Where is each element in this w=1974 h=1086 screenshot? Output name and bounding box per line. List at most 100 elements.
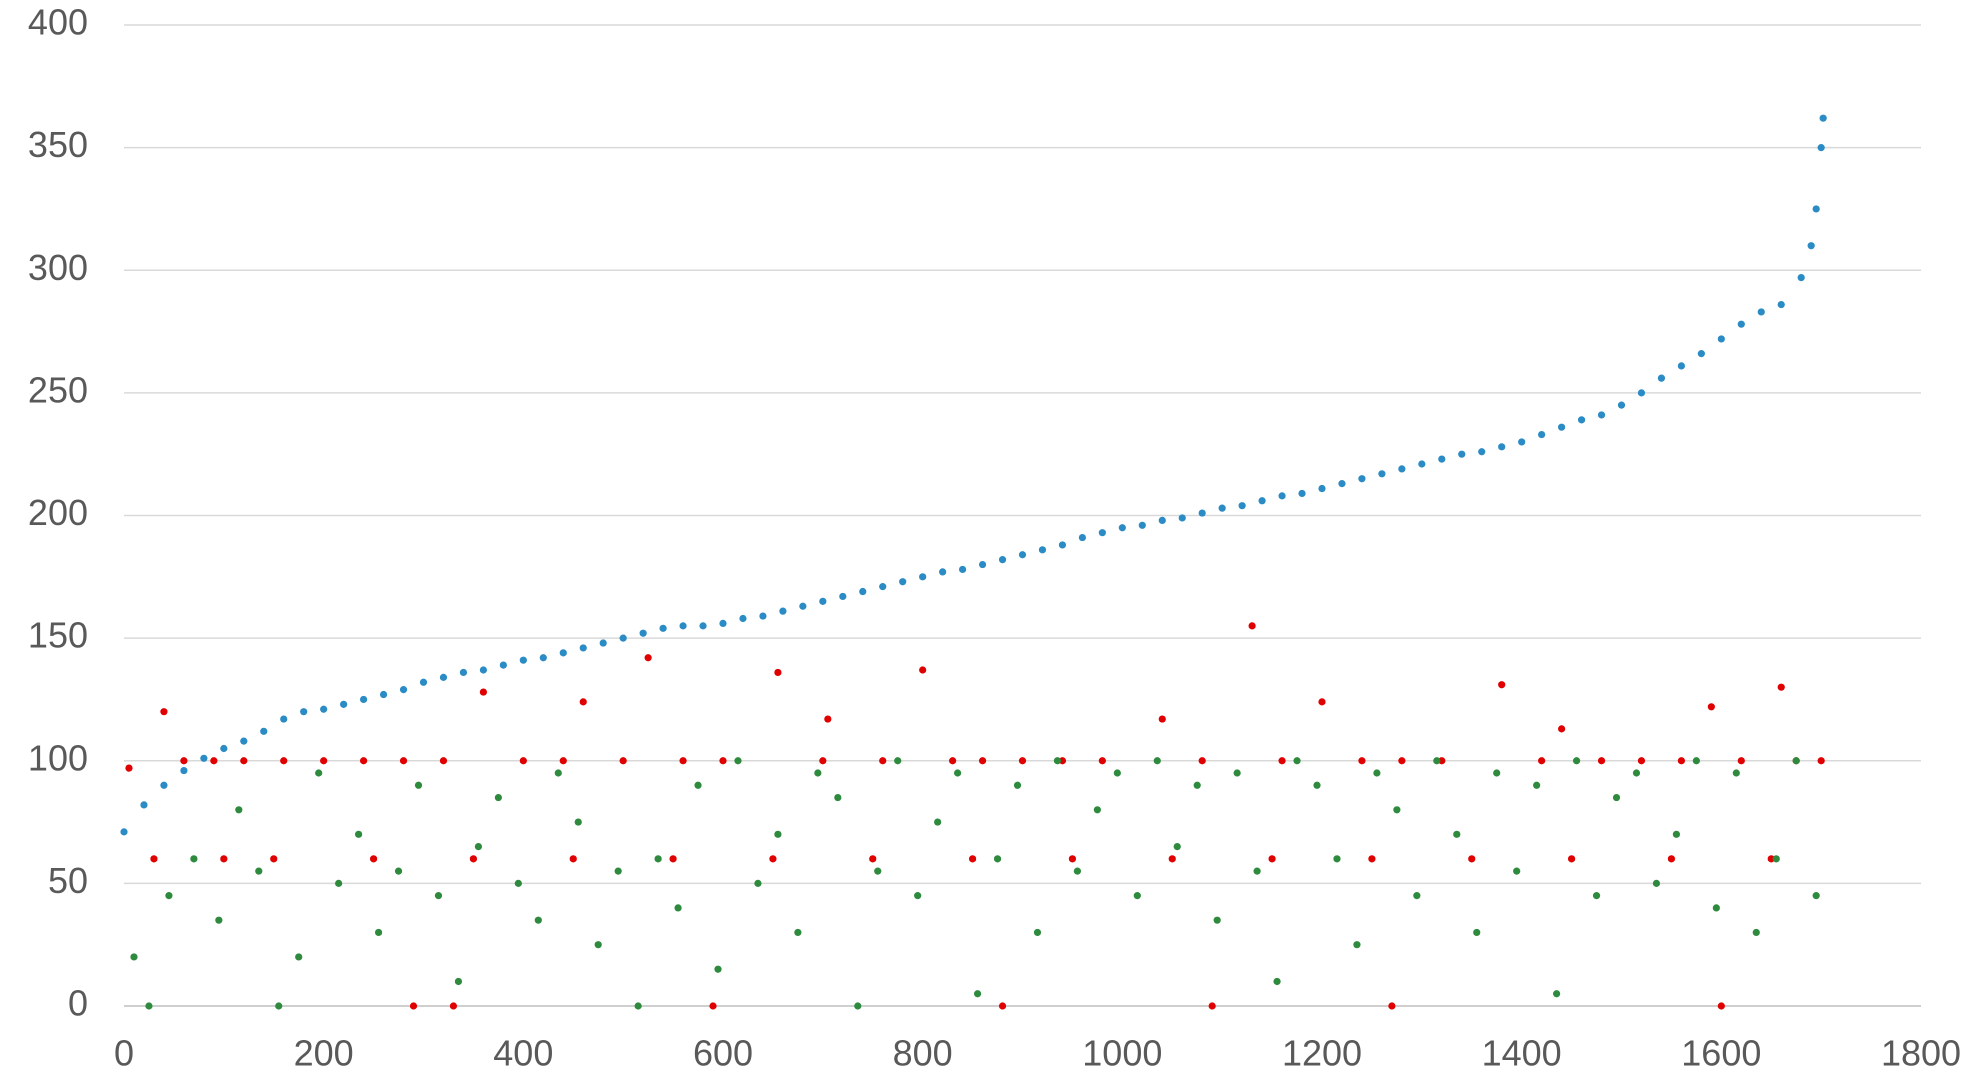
point	[1777, 300, 1785, 309]
point	[1792, 757, 1800, 765]
point	[180, 757, 188, 765]
point	[539, 654, 547, 662]
point	[215, 916, 223, 924]
y-tick-label: 200	[28, 492, 88, 533]
point	[1797, 274, 1805, 282]
point	[754, 879, 762, 887]
point	[834, 793, 842, 802]
y-tick-label: 50	[48, 860, 88, 901]
point	[374, 928, 383, 937]
point	[320, 757, 328, 765]
point	[1318, 484, 1326, 493]
y-tick-label: 350	[28, 124, 88, 165]
point	[1433, 757, 1441, 765]
point	[1053, 757, 1062, 765]
point	[854, 1002, 862, 1010]
point	[769, 855, 777, 863]
point	[1473, 928, 1481, 937]
point	[1338, 480, 1346, 488]
point	[679, 622, 687, 630]
point	[399, 686, 408, 694]
point	[1013, 781, 1022, 789]
point	[674, 904, 682, 912]
point	[968, 855, 977, 863]
point	[1518, 438, 1526, 446]
point	[879, 583, 887, 591]
point	[719, 619, 727, 628]
point	[734, 757, 742, 765]
point	[1707, 703, 1715, 711]
point	[1198, 757, 1206, 765]
point	[579, 698, 587, 706]
point	[449, 1002, 458, 1010]
point	[1093, 806, 1101, 814]
point	[978, 757, 987, 765]
point	[180, 766, 188, 775]
point	[1667, 855, 1676, 863]
point	[899, 578, 907, 586]
point	[1033, 928, 1042, 937]
point	[599, 639, 607, 647]
point	[1388, 1002, 1396, 1010]
point	[140, 801, 148, 809]
point	[1168, 855, 1176, 863]
point	[1248, 622, 1256, 630]
point	[1737, 757, 1745, 765]
point	[1393, 806, 1401, 814]
point	[1058, 541, 1067, 549]
point	[439, 757, 448, 765]
point	[954, 769, 962, 777]
point	[434, 892, 443, 900]
point	[1772, 855, 1780, 863]
point	[1133, 892, 1141, 900]
point	[200, 754, 208, 762]
point	[1333, 855, 1341, 863]
point	[1577, 416, 1586, 424]
point	[714, 965, 722, 973]
point	[719, 757, 727, 765]
point	[340, 700, 348, 708]
point	[1657, 374, 1666, 382]
point	[993, 855, 1002, 863]
point	[439, 673, 448, 681]
point	[459, 668, 468, 677]
point	[355, 830, 363, 838]
point	[474, 842, 483, 851]
point	[919, 666, 927, 674]
point	[774, 668, 782, 677]
point	[1378, 470, 1386, 478]
point	[1418, 460, 1426, 468]
point	[260, 727, 268, 735]
point	[1118, 524, 1126, 532]
point	[1567, 855, 1576, 863]
point	[634, 1002, 642, 1010]
point	[1373, 769, 1381, 777]
y-tick-label: 100	[28, 737, 88, 778]
point	[1553, 990, 1561, 998]
point	[399, 757, 408, 765]
point	[1757, 308, 1765, 316]
point	[794, 928, 802, 937]
point	[394, 867, 403, 875]
point	[514, 879, 522, 887]
point	[1458, 450, 1466, 458]
point	[1313, 781, 1321, 789]
point	[1652, 879, 1661, 887]
x-tick-label: 1800	[1881, 1033, 1961, 1074]
point	[1073, 867, 1082, 875]
point	[534, 916, 542, 924]
point	[949, 757, 957, 765]
point	[1677, 757, 1685, 765]
point	[869, 855, 877, 863]
point	[1572, 757, 1581, 765]
point	[360, 695, 368, 704]
point	[1812, 205, 1820, 213]
point	[1677, 362, 1685, 370]
x-tick-label: 600	[693, 1033, 753, 1074]
point	[130, 953, 138, 961]
point	[1113, 769, 1121, 777]
point	[1558, 725, 1566, 733]
point	[799, 602, 807, 610]
point	[255, 867, 263, 875]
